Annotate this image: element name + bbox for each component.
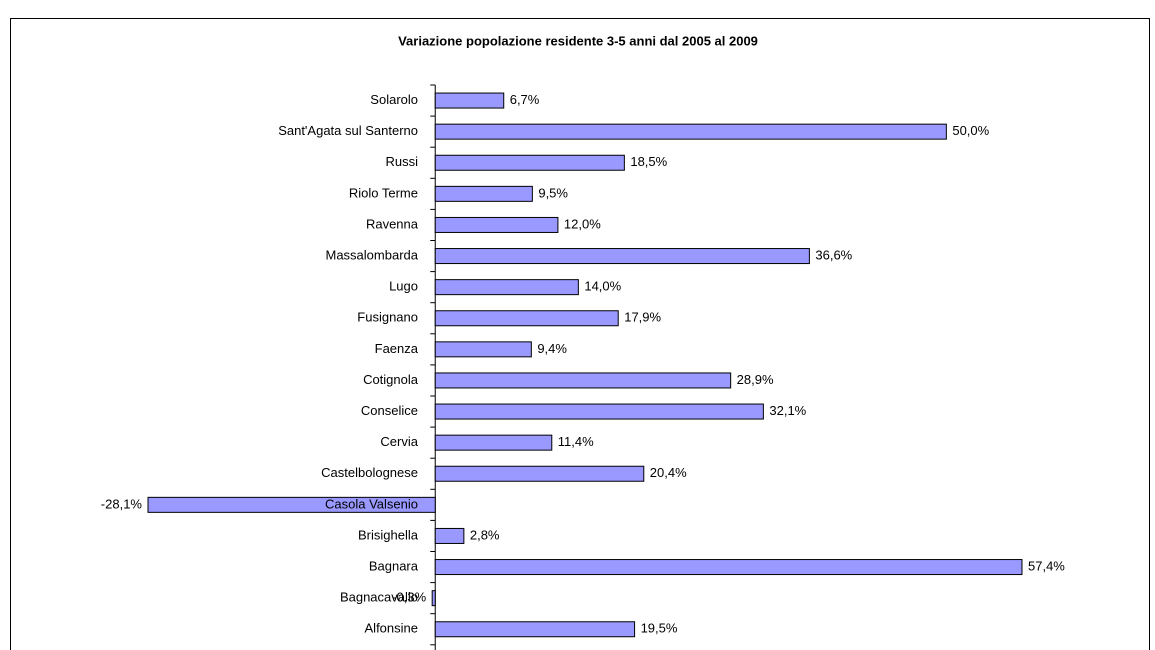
category-label: Solarolo [370, 92, 418, 107]
chart-frame [10, 18, 1150, 650]
data-label: 17,9% [624, 310, 661, 325]
category-label: Lugo [389, 279, 418, 294]
category-label: Massalombarda [326, 247, 419, 262]
category-label: Faenza [375, 341, 419, 356]
category-label: Conselice [361, 403, 418, 418]
category-label: Russi [385, 154, 418, 169]
bar [434, 341, 532, 358]
bar [434, 310, 619, 327]
data-label: 14,0% [584, 279, 621, 294]
category-label: Brisighella [358, 527, 419, 542]
data-label: 11,4% [558, 434, 594, 449]
category-label: Sant'Agata sul Santerno [278, 123, 418, 138]
bar [434, 279, 579, 296]
data-label: -0,3% [392, 590, 426, 605]
data-label: 36,6% [815, 247, 852, 262]
data-label: 20,4% [650, 465, 687, 480]
category-label: Bagnacavallo [340, 590, 418, 605]
bar [434, 465, 645, 482]
bar [434, 123, 947, 140]
bar [434, 372, 732, 389]
bar [434, 92, 505, 109]
data-label: 6,7% [510, 92, 540, 107]
data-label: 28,9% [737, 372, 774, 387]
bar [434, 559, 1023, 576]
data-label: 50,0% [952, 123, 989, 138]
bar [434, 527, 465, 544]
data-label: 57,4% [1028, 558, 1065, 573]
data-label: 9,4% [537, 341, 567, 356]
data-label: 2,8% [470, 527, 500, 542]
bar [147, 496, 436, 513]
data-label: 9,5% [538, 185, 568, 200]
bar [434, 216, 559, 233]
bar [434, 154, 625, 171]
bar [431, 590, 436, 607]
category-label: Bagnara [369, 558, 419, 573]
category-label: Riolo Terme [349, 185, 418, 200]
data-label: -28,1% [101, 496, 143, 511]
chart-title: Variazione popolazione residente 3-5 ann… [398, 33, 758, 48]
data-label: 18,5% [630, 154, 667, 169]
category-label: Fusignano [357, 310, 418, 325]
bar [434, 248, 810, 265]
data-label: 12,0% [564, 216, 601, 231]
bar [434, 434, 553, 451]
category-label: Castelbolognese [321, 465, 418, 480]
category-label: Cervia [380, 434, 418, 449]
bar [434, 403, 764, 420]
data-label: 32,1% [769, 403, 806, 418]
category-label: Alfonsine [365, 621, 418, 636]
data-label: 19,5% [641, 621, 678, 636]
category-label: Cotignola [363, 372, 419, 387]
bar [434, 621, 636, 638]
category-label: Casola Valsenio [325, 496, 418, 511]
bar [434, 185, 533, 202]
category-label: Ravenna [366, 216, 419, 231]
